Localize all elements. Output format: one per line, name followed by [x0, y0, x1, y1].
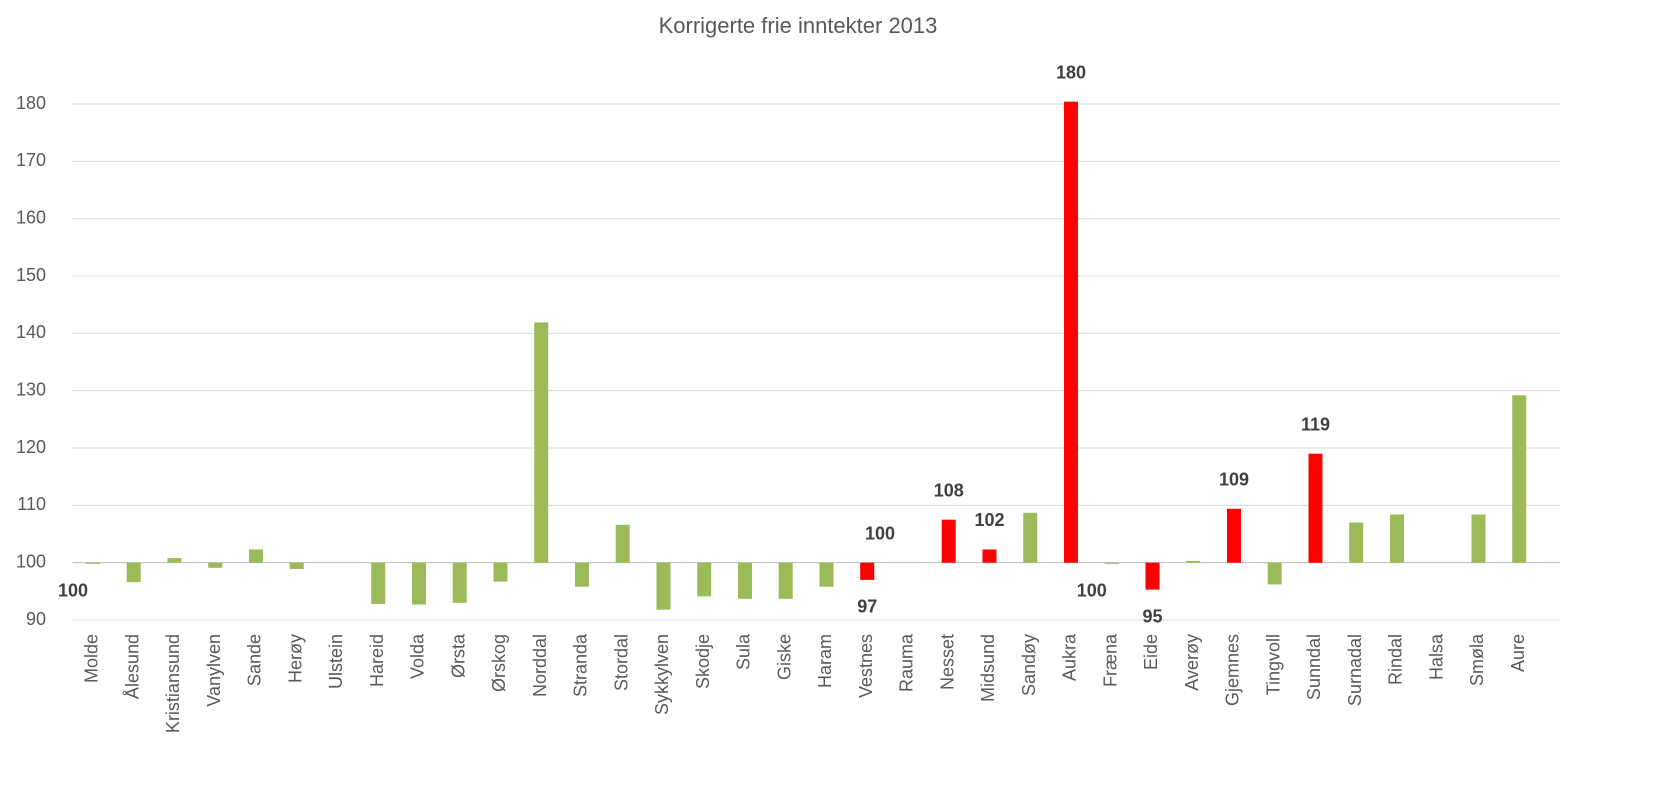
bar: [982, 549, 997, 563]
x-tick-label: Aukra: [1060, 633, 1080, 681]
y-tick-label: 90: [26, 609, 46, 629]
x-tick-label: Sunndal: [1304, 634, 1324, 700]
y-tick-label: 160: [16, 207, 46, 227]
data-label: 109: [1219, 470, 1249, 490]
bar: [1186, 560, 1201, 563]
bar: [1308, 453, 1323, 563]
x-tick-label: Averøy: [1182, 634, 1202, 691]
bar: [534, 322, 549, 563]
y-tick-label: 130: [16, 379, 46, 399]
x-tick-label: Sula: [734, 633, 754, 670]
bar: [208, 562, 223, 568]
bar: [1104, 562, 1119, 564]
bar: [167, 558, 182, 563]
x-tick-label: Stranda: [571, 633, 591, 697]
x-tick-label: Nesset: [937, 634, 957, 690]
data-label: 180: [1056, 62, 1086, 82]
data-label: 100: [1077, 581, 1107, 601]
bar: [248, 549, 263, 563]
bar: [289, 562, 304, 569]
x-tick-label: Herøy: [285, 634, 305, 683]
bar: [737, 562, 752, 599]
bar: [452, 562, 467, 603]
bar: [615, 524, 630, 563]
bar: [1267, 562, 1282, 585]
data-label: 97: [857, 597, 877, 617]
x-tick-label: Eide: [1141, 634, 1161, 670]
data-label: 108: [934, 480, 964, 500]
x-tick-label: Sandøy: [1019, 634, 1039, 696]
bar: [371, 562, 386, 604]
x-tick-label: Fræna: [1100, 633, 1120, 687]
bar: [1226, 508, 1241, 563]
x-tick-label: Rindal: [1386, 634, 1406, 685]
bar: [1063, 101, 1078, 563]
data-label: 100: [865, 523, 895, 543]
x-tick-label: Rauma: [897, 633, 917, 692]
bar: [85, 562, 100, 564]
x-tick-label: Molde: [82, 634, 102, 683]
y-tick-label: 180: [16, 93, 46, 113]
x-tick-label: Vanylven: [204, 634, 224, 707]
bar: [697, 562, 712, 597]
y-tick-label: 100: [16, 551, 46, 571]
y-tick-label: 140: [16, 322, 46, 342]
x-tick-label: Giske: [774, 634, 794, 680]
chart-title: Korrigerte frie inntekter 2013: [659, 13, 938, 38]
bar: [411, 562, 426, 605]
data-label: 102: [974, 510, 1004, 530]
bar: [1389, 514, 1404, 563]
bar: [1349, 522, 1364, 563]
y-tick-label: 120: [16, 437, 46, 457]
x-tick-label: Skodje: [693, 634, 713, 689]
bar: [656, 562, 671, 610]
data-label: 119: [1301, 414, 1330, 434]
data-label: 95: [1142, 606, 1162, 626]
y-tick-label: 110: [17, 494, 46, 514]
bar: [1023, 512, 1038, 563]
x-tick-label: Gjemnes: [1223, 634, 1243, 706]
x-tick-label: Volda: [408, 633, 428, 679]
x-tick-label: Halsa: [1426, 633, 1446, 680]
bar: [941, 519, 956, 563]
x-tick-label: Ulstein: [326, 634, 346, 689]
x-tick-label: Aure: [1508, 634, 1528, 672]
x-tick-label: Stordal: [611, 634, 631, 691]
y-tick-label: 150: [16, 265, 46, 285]
bar: [778, 562, 793, 599]
x-tick-label: Sande: [245, 634, 265, 686]
x-tick-label: Ørsta: [448, 633, 468, 678]
x-tick-label: Ålesund: [122, 634, 142, 699]
x-tick-label: Ørskog: [489, 634, 509, 692]
x-tick-label: Midsund: [978, 634, 998, 702]
x-tick-label: Sykkylven: [652, 634, 672, 715]
x-tick-label: Norddal: [530, 634, 550, 697]
x-tick-label: Haram: [815, 634, 835, 688]
bar: [1512, 395, 1527, 563]
data-label: 100: [58, 581, 88, 601]
bar: [1145, 562, 1160, 590]
x-tick-label: Vestnes: [856, 634, 876, 698]
x-tick-label: Smøla: [1467, 633, 1487, 686]
bar: [819, 562, 834, 587]
bar: [126, 562, 141, 583]
bar: [574, 562, 589, 587]
x-tick-label: Tingvoll: [1263, 634, 1283, 695]
bar: [493, 562, 508, 582]
x-tick-label: Hareid: [367, 634, 387, 687]
y-tick-label: 170: [16, 150, 46, 170]
bar: [1471, 514, 1486, 563]
x-tick-label: Surnadal: [1345, 634, 1365, 706]
bar: [860, 562, 875, 580]
x-tick-label: Kristiansund: [163, 634, 183, 733]
